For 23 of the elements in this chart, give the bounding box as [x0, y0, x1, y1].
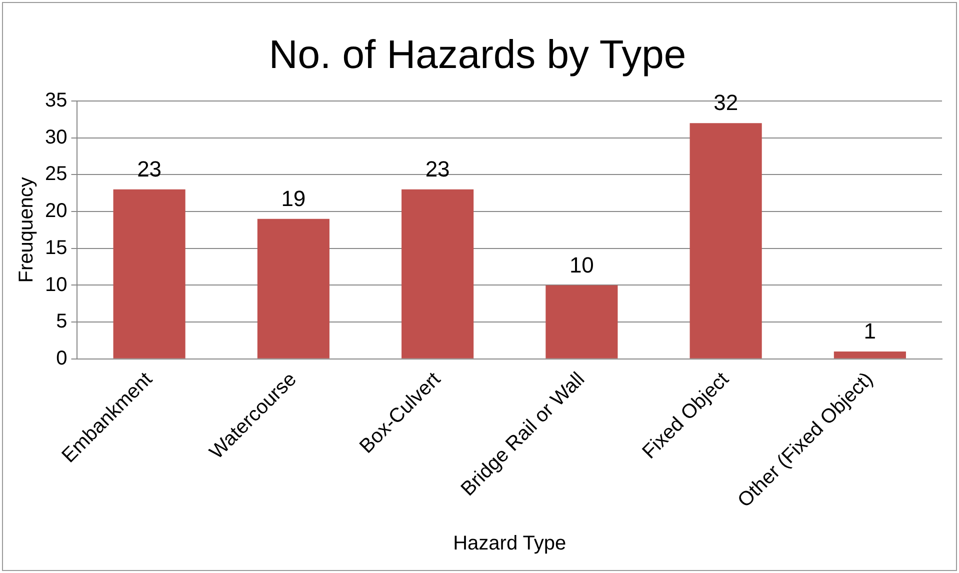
data-label: 23: [425, 156, 450, 182]
data-label: 23: [137, 156, 162, 182]
y-tick-label: 10: [44, 274, 68, 296]
x-axis-title: Hazard Type: [453, 532, 566, 555]
y-tick-label: 15: [44, 236, 68, 259]
bar: [257, 218, 330, 358]
bar: [834, 352, 906, 358]
data-label: 19: [281, 186, 306, 211]
bar: [690, 123, 762, 358]
y-tick-label: 5: [56, 310, 68, 333]
bar: [113, 189, 186, 358]
y-tick-label: 0: [56, 347, 68, 370]
y-tick-label: 25: [44, 163, 68, 186]
chart-title: No. of Hazards by Type: [268, 33, 686, 78]
y-axis-title: Freuquency: [16, 177, 38, 283]
data-label: 1: [864, 318, 876, 344]
y-tick-label: 30: [44, 126, 68, 148]
y-tick-label: 35: [44, 90, 68, 112]
bar: [546, 285, 618, 358]
bar: [402, 189, 474, 358]
data-label: 32: [714, 90, 738, 116]
data-label: 10: [569, 252, 594, 278]
y-tick-label: 20: [44, 200, 68, 222]
